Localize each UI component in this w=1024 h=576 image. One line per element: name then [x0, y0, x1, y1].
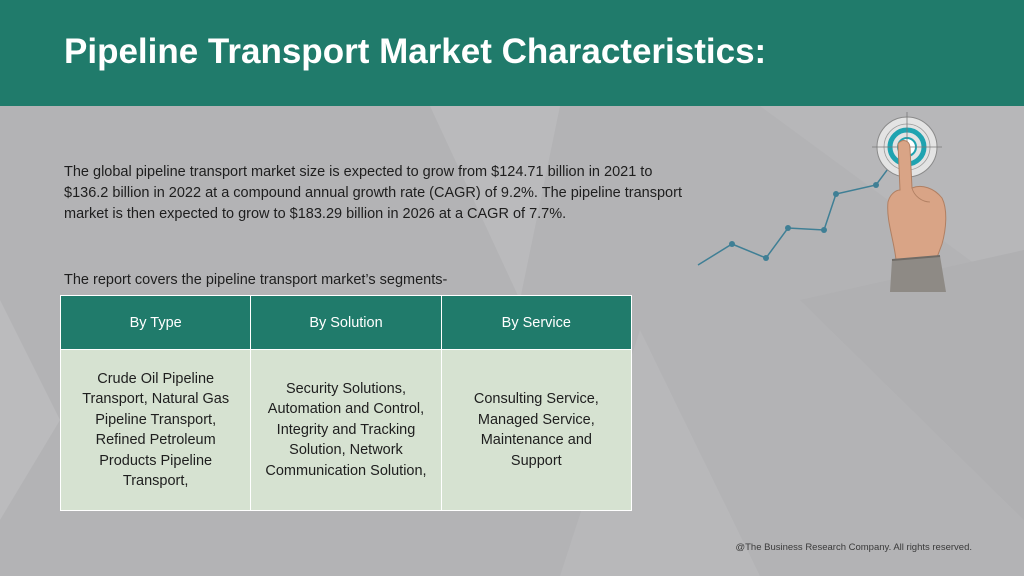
page-title: Pipeline Transport Market Characteristic… [64, 32, 767, 71]
cell-service-values: Consulting Service, Managed Service, Mai… [440, 349, 633, 511]
header-by-service: By Service [440, 295, 633, 350]
table-header-row: By Type By Solution By Service [59, 295, 633, 350]
table-row: Crude Oil Pipeline Transport, Natural Ga… [59, 349, 633, 511]
copyright-footer: @The Business Research Company. All righ… [735, 542, 972, 553]
intro-paragraph: The global pipeline transport market siz… [64, 164, 682, 222]
segments-label: The report covers the pipeline transport… [64, 272, 448, 288]
title-bar: Pipeline Transport Market Characteristic… [0, 0, 1024, 106]
cell-type-values: Crude Oil Pipeline Transport, Natural Ga… [59, 349, 252, 511]
cell-solution-values: Security Solutions, Automation and Contr… [250, 349, 442, 511]
header-by-solution: By Solution [250, 295, 442, 350]
header-by-type: By Type [59, 295, 252, 350]
segments-table: By Type By Solution By Service Crude Oil… [59, 295, 633, 511]
hand-touching-target-growth-line-icon [697, 112, 947, 292]
